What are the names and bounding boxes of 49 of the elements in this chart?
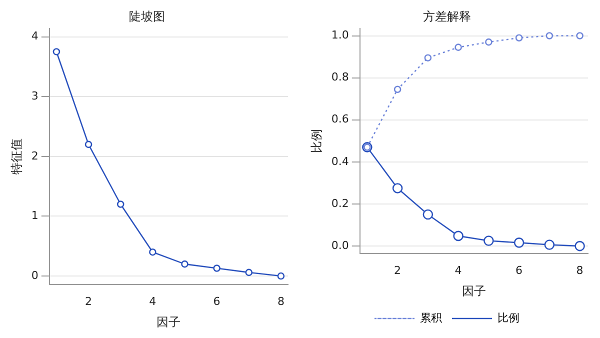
y-tick-label: 0.6 <box>331 112 349 126</box>
y-tick-label: 4 <box>31 30 38 43</box>
legend-label: 比例 <box>498 311 520 324</box>
point <box>277 272 285 280</box>
point <box>394 86 402 94</box>
point <box>424 54 432 62</box>
chart-title: 方差解释 <box>423 9 471 24</box>
y-tick-label: 1 <box>31 209 38 222</box>
point <box>484 236 494 246</box>
y-axis-title: 特征值 <box>9 138 24 174</box>
y-tick-label: 2 <box>31 149 38 162</box>
x-tick-label: 2 <box>85 294 92 308</box>
point <box>515 34 523 42</box>
y-tick-label: 3 <box>31 89 38 102</box>
y-tick-label: 0.4 <box>331 154 349 168</box>
y-tick-label: 0.0 <box>331 238 349 252</box>
point <box>149 248 156 256</box>
x-axis-title: 因子 <box>462 284 486 298</box>
y-axis-title: 比例 <box>309 128 324 153</box>
point <box>544 240 555 250</box>
x-tick-label: 6 <box>213 294 220 308</box>
x-tick-label: 4 <box>454 264 462 277</box>
x-tick-label: 8 <box>576 264 584 277</box>
point <box>245 268 253 276</box>
chart-title: 陡坡图 <box>129 9 165 24</box>
legend-label: 累积 <box>420 311 442 324</box>
point <box>392 183 403 194</box>
y-tick-label: 0 <box>31 268 38 282</box>
point <box>181 260 188 268</box>
point <box>84 140 92 148</box>
x-tick-label: 4 <box>149 294 156 308</box>
point <box>574 240 585 252</box>
point <box>52 48 60 56</box>
x-tick-label: 6 <box>516 264 523 277</box>
x-tick-label: 8 <box>277 294 284 308</box>
point <box>576 32 584 40</box>
point <box>485 38 492 46</box>
point <box>116 200 124 208</box>
point <box>213 264 220 272</box>
x-tick-label: 2 <box>394 264 402 277</box>
point <box>422 209 434 220</box>
y-tick-label: 1.0 <box>331 28 349 42</box>
point <box>514 238 524 248</box>
point <box>453 230 464 242</box>
point <box>546 32 554 40</box>
y-tick-label: 0.8 <box>331 70 349 84</box>
y-tick-label: 0.2 <box>331 196 349 210</box>
point <box>454 44 462 51</box>
x-axis-title: 因子 <box>156 314 181 329</box>
